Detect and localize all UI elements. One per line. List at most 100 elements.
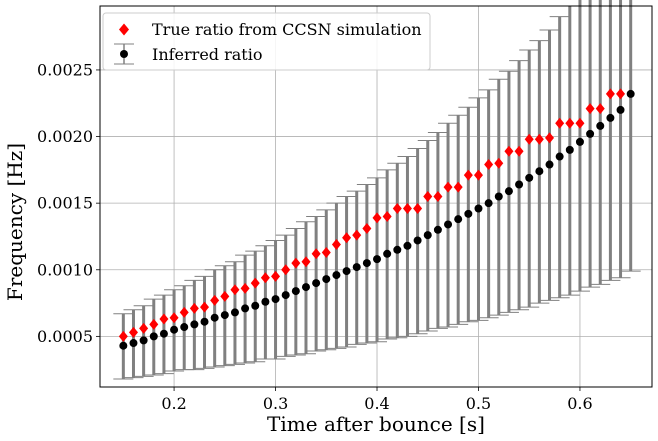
inferred-ratio-point: [423, 231, 432, 240]
true-ratio-point: [159, 313, 169, 325]
inferred-ratio-point: [626, 89, 635, 98]
true-ratio-point: [260, 272, 270, 284]
true-ratio-point: [331, 238, 341, 250]
inferred-ratio-point: [281, 291, 290, 300]
inferred-ratio-point: [312, 279, 321, 288]
inferred-ratio-point: [352, 263, 361, 272]
true-ratio-point: [169, 312, 179, 324]
inferred-ratio-point: [555, 152, 564, 161]
inferred-ratio-point: [464, 209, 473, 218]
y-tick-label: 0.0015: [37, 194, 93, 213]
inferred-ratio-point: [504, 187, 513, 196]
inferred-ratio-point: [251, 301, 260, 310]
inferred-ratio-point: [545, 160, 554, 169]
legend-box: [102, 12, 431, 71]
inferred-ratio-point: [565, 145, 574, 154]
true-ratio-point: [545, 132, 555, 144]
inferred-ratio-point: [575, 137, 584, 146]
true-ratio-point: [585, 103, 595, 115]
y-tick-label: 0.0025: [37, 60, 93, 79]
true-ratio-point: [392, 202, 402, 214]
marker-layer: [118, 88, 635, 350]
true-ratio-point: [524, 133, 534, 145]
true-ratio-point: [240, 282, 250, 294]
x-tick-label: 0.6: [567, 394, 592, 413]
inferred-ratio-point: [362, 259, 371, 268]
true-ratio-point: [281, 264, 291, 276]
legend-label-true-ratio: True ratio from CCSN simulation: [152, 20, 422, 39]
x-tick-label: 0.2: [161, 394, 186, 413]
errorbar-layer: [113, 0, 641, 380]
true-ratio-point: [473, 169, 483, 181]
true-ratio-point: [118, 330, 128, 342]
inferred-ratio-point: [596, 121, 605, 130]
inferred-ratio-point: [210, 313, 219, 322]
inferred-ratio-point: [403, 241, 412, 250]
inferred-ratio-point: [433, 225, 442, 234]
inferred-ratio-point: [606, 113, 615, 122]
true-ratio-point: [301, 256, 311, 268]
inferred-ratio-point: [373, 255, 382, 264]
inferred-ratio-point: [200, 317, 209, 326]
true-ratio-point: [311, 248, 321, 260]
true-ratio-point: [575, 117, 585, 129]
true-ratio-point: [139, 322, 149, 334]
true-ratio-point: [189, 302, 199, 314]
plot-frame: [99, 5, 653, 388]
inferred-ratio-point: [616, 105, 625, 114]
true-ratio-point: [149, 318, 159, 330]
true-ratio-point: [494, 157, 504, 169]
x-tick-label: 0.5: [466, 394, 491, 413]
inferred-ratio-point: [139, 336, 148, 345]
true-ratio-point: [453, 181, 463, 193]
true-ratio-point: [321, 246, 331, 258]
true-ratio-point: [504, 145, 514, 157]
legend-label-inferred-ratio: Inferred ratio: [152, 45, 262, 64]
true-ratio-point: [484, 159, 494, 171]
true-ratio-point: [220, 290, 230, 302]
true-ratio-point: [423, 191, 433, 202]
inferred-ratio-point: [393, 245, 402, 254]
inferred-ratio-point: [271, 295, 280, 304]
true-ratio-point: [200, 301, 210, 313]
inferred-ratio-point: [444, 220, 453, 229]
inferred-ratio-point: [241, 304, 250, 313]
inferred-ratio-point: [494, 192, 503, 201]
inferred-ratio-point: [454, 215, 463, 224]
true-ratio-point: [605, 88, 615, 100]
inferred-ratio-point: [383, 249, 392, 258]
inferred-ratio-point: [149, 332, 158, 341]
x-axis-label: Time after bounce [s]: [267, 412, 485, 436]
true-ratio-point: [352, 229, 362, 241]
inferred-ratio-point: [261, 297, 270, 306]
true-ratio-point: [362, 222, 372, 234]
y-tick-label: 0.0010: [37, 260, 93, 279]
inferred-ratio-point: [474, 204, 483, 213]
inferred-ratio-point: [230, 308, 239, 317]
inferred-ratio-point: [342, 267, 351, 276]
inferred-ratio-point: [332, 271, 341, 280]
legend: True ratio from CCSN simulation Inferred…: [102, 12, 431, 71]
x-tick-label: 0.4: [364, 394, 389, 413]
inferred-ratio-point: [413, 236, 422, 245]
legend-red-diamond-icon: [119, 23, 129, 36]
inferred-ratio-point: [535, 167, 544, 176]
true-ratio-point: [534, 133, 544, 145]
inferred-ratio-point: [525, 173, 534, 182]
true-ratio-point: [555, 117, 565, 129]
true-ratio-point: [128, 326, 138, 338]
true-ratio-point: [433, 191, 443, 202]
inferred-ratio-point: [170, 325, 179, 334]
inferred-ratio-point: [159, 329, 168, 338]
tick-layer: 0.2 0.3 0.4 0.5 0.6 0.0005 0.0010 0.0015 0.0020 0…: [37, 60, 593, 413]
inferred-ratio-point: [484, 199, 493, 208]
legend-black-dot-icon: [120, 50, 128, 58]
inferred-ratio-point: [190, 320, 199, 329]
inferred-ratio-point: [119, 341, 128, 350]
inferred-ratio-point: [586, 129, 595, 138]
true-ratio-point: [372, 212, 382, 224]
inferred-ratio-point: [515, 180, 524, 189]
true-ratio-point: [382, 210, 392, 222]
